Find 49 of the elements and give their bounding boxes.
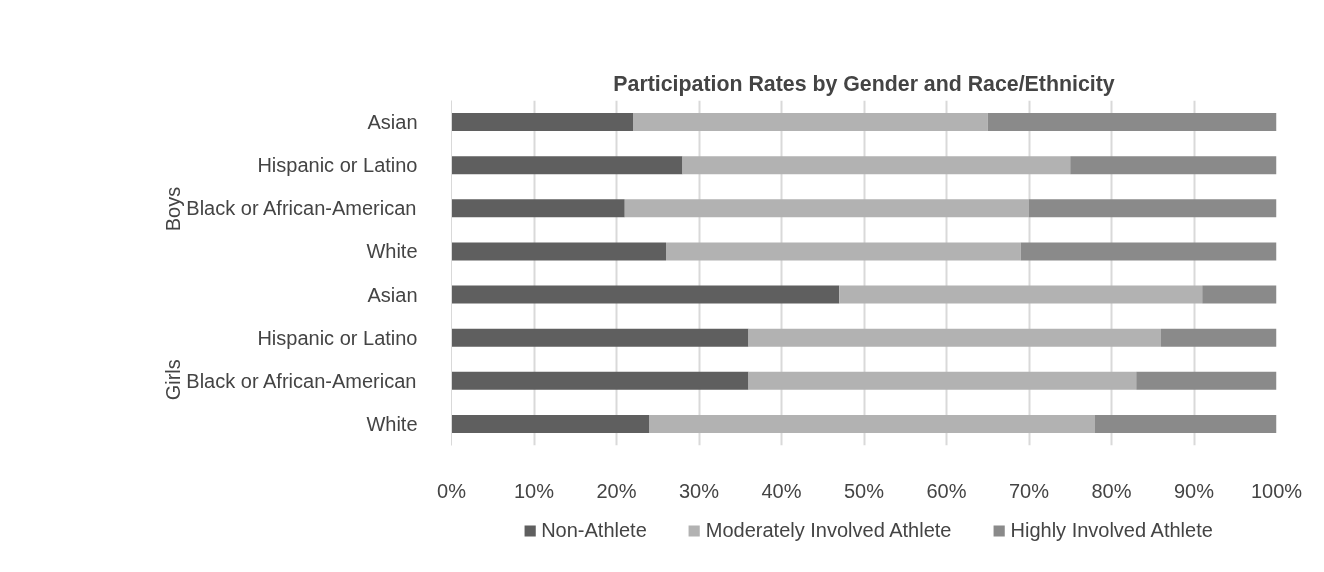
x-tick-label: 60% xyxy=(926,479,967,502)
bar xyxy=(1161,328,1277,347)
bar xyxy=(748,328,1161,347)
bar xyxy=(451,242,666,261)
y-tick-label: Hispanic or Latino xyxy=(257,154,418,177)
text: Boys xyxy=(161,186,184,232)
x-tick-label: 80% xyxy=(1091,479,1132,502)
bar xyxy=(987,113,1277,132)
bar xyxy=(451,156,683,175)
x-tick-label: 40% xyxy=(761,479,802,502)
bar xyxy=(1020,242,1277,261)
bar xyxy=(451,414,650,433)
bar xyxy=(451,328,749,347)
bar xyxy=(624,199,1029,218)
legend-label: Non-Athlete xyxy=(541,518,647,542)
bar xyxy=(1070,156,1277,175)
legend-label: Highly Involved Athlete xyxy=(1010,518,1213,542)
x-tick-label: 90% xyxy=(1173,479,1215,502)
bar xyxy=(451,113,633,132)
y-tick-label: Black or African-American xyxy=(186,369,417,392)
bar xyxy=(1029,199,1277,218)
bar xyxy=(451,199,625,218)
bar xyxy=(748,371,1137,390)
bar xyxy=(451,371,749,390)
bar xyxy=(666,242,1021,261)
bar xyxy=(1202,285,1277,304)
legend-label: Moderately Involved Athlete xyxy=(705,518,952,542)
y-tick-label: Hispanic or Latino xyxy=(257,326,418,349)
y-tick-label: Asian xyxy=(367,111,418,134)
bar xyxy=(633,113,988,132)
x-tick-label: 50% xyxy=(843,479,885,502)
bar xyxy=(839,285,1203,304)
x-tick-label: 70% xyxy=(1008,479,1050,502)
y-tick-label: White xyxy=(366,240,418,263)
bar xyxy=(1136,371,1277,390)
x-tick-label: 0% xyxy=(437,479,467,502)
y-tick-label: Black or African-American xyxy=(186,197,417,220)
y-tick-label: Asian xyxy=(367,283,418,306)
y-tick-label: White xyxy=(366,412,418,435)
chart-title: Participation Rates by Gender and Race/Ethnicity xyxy=(613,71,1115,96)
x-tick-label: 20% xyxy=(596,479,637,502)
bar xyxy=(451,285,840,304)
bar xyxy=(649,414,1095,433)
x-tick-label: 100% xyxy=(1250,479,1303,502)
text: Girls xyxy=(161,359,184,401)
bar xyxy=(682,156,1071,175)
bar xyxy=(1095,414,1277,433)
x-tick-label: 30% xyxy=(678,479,720,502)
x-tick-label: 10% xyxy=(513,479,555,502)
